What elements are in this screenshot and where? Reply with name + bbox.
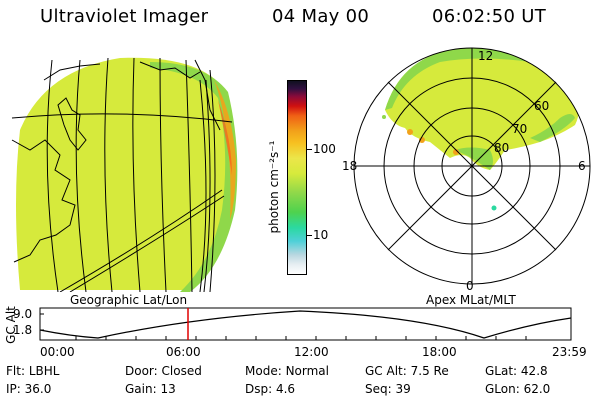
time-label: 06:02:50 UT bbox=[432, 6, 547, 27]
colorbar bbox=[287, 80, 307, 275]
instrument-title: Ultraviolet Imager bbox=[40, 6, 209, 27]
info-ip: IP: 36.0 bbox=[6, 382, 52, 396]
polar-panel-label: Apex MLat/MLT bbox=[426, 293, 516, 307]
info-glat: GLat: 42.8 bbox=[485, 364, 548, 378]
lat-label-80: 80 bbox=[494, 141, 509, 155]
info-door: Door: Closed bbox=[125, 364, 202, 378]
altitude-xtick-0000: 00:00 bbox=[40, 345, 75, 359]
altitude-xtick-1200: 12:00 bbox=[294, 345, 329, 359]
altitude-xtick-0600: 06:00 bbox=[166, 345, 201, 359]
info-dsp: Dsp: 4.6 bbox=[245, 382, 296, 396]
geo-panel-label: Geographic Lat/Lon bbox=[70, 293, 187, 307]
info-flt: Flt: LBHL bbox=[6, 364, 60, 378]
lat-label-70: 70 bbox=[512, 122, 527, 136]
mlt-label-6: 6 bbox=[578, 159, 586, 173]
info-mode: Mode: Normal bbox=[245, 364, 329, 378]
colorbar-tick-100: 100 bbox=[313, 142, 336, 156]
altitude-ytick-high: 9.0 bbox=[13, 307, 33, 321]
info-gc-alt: GC Alt: 7.5 Re bbox=[365, 364, 449, 378]
altitude-xtick-1800: 18:00 bbox=[422, 345, 457, 359]
meridian-lines bbox=[11, 57, 233, 292]
coastline bbox=[11, 59, 221, 263]
info-seq: Seq: 39 bbox=[365, 382, 411, 396]
altitude-plot-frame bbox=[39, 307, 572, 341]
altitude-xtick-2359: 23:59 bbox=[552, 345, 587, 359]
earth-disk bbox=[16, 57, 235, 291]
info-glon: GLon: 62.0 bbox=[485, 382, 551, 396]
altitude-ytick-low: 1.8 bbox=[13, 323, 33, 337]
mlt-label-12: 12 bbox=[478, 49, 493, 63]
altitude-curve bbox=[39, 310, 572, 339]
info-gain: Gain: 13 bbox=[125, 382, 176, 396]
mlt-label-18: 18 bbox=[342, 159, 357, 173]
mlt-label-0: 0 bbox=[466, 279, 474, 293]
lat-label-60: 60 bbox=[534, 99, 549, 113]
date-label: 04 May 00 bbox=[272, 6, 370, 27]
colorbar-tick-10: 10 bbox=[313, 228, 329, 242]
